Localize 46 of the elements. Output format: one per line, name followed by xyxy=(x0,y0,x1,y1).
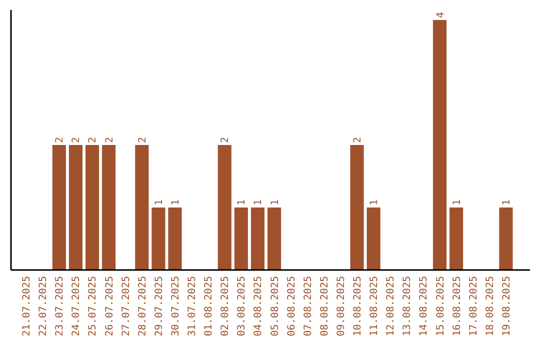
x-tick-label: 16.08.2025 xyxy=(452,276,463,336)
x-tick-label: 05.08.2025 xyxy=(270,276,281,336)
x-tick-label: 18.08.2025 xyxy=(484,276,496,336)
x-tick-label: 07.08.2025 xyxy=(302,276,314,336)
data-label: 2 xyxy=(54,136,66,143)
x-tick-label: 29.07.2025 xyxy=(154,276,165,336)
data-label: 2 xyxy=(88,136,99,143)
x-tick-label: 21.07.2025 xyxy=(22,276,33,336)
x-tick-label: 12.08.2025 xyxy=(386,276,397,336)
data-label: 1 xyxy=(270,199,281,206)
x-tick-label: 04.08.2025 xyxy=(253,276,264,336)
x-tick-label: 30.07.2025 xyxy=(170,276,182,336)
x-tick-label: 13.08.2025 xyxy=(402,276,414,336)
data-label: 2 xyxy=(104,136,116,143)
x-tick-label: 01.08.2025 xyxy=(204,276,215,336)
x-tick-label: 19.08.2025 xyxy=(501,276,512,336)
data-label: 1 xyxy=(170,199,182,206)
x-tick-label: 14.08.2025 xyxy=(418,276,430,336)
x-tick-label: 11.08.2025 xyxy=(369,276,380,336)
x-tick-label: 31.07.2025 xyxy=(187,276,198,336)
x-tick-label: 28.07.2025 xyxy=(137,276,148,336)
data-label: 1 xyxy=(452,199,463,206)
data-label: 1 xyxy=(369,199,380,206)
x-tick-label: 24.07.2025 xyxy=(71,276,82,336)
data-label: 1 xyxy=(154,199,165,206)
data-label: 2 xyxy=(137,136,148,143)
data-label: 1 xyxy=(236,199,248,206)
data-label: 2 xyxy=(352,136,364,143)
x-tick-label: 25.07.2025 xyxy=(88,276,99,336)
x-tick-label: 03.08.2025 xyxy=(236,276,248,336)
data-label: 2 xyxy=(220,136,232,143)
x-tick-label: 09.08.2025 xyxy=(336,276,347,336)
x-tick-label: 17.08.2025 xyxy=(468,276,480,336)
x-tick-label: 10.08.2025 xyxy=(352,276,364,336)
data-label: 2 xyxy=(71,136,82,143)
data-label: 1 xyxy=(501,199,512,206)
x-tick-label: 15.08.2025 xyxy=(435,276,446,336)
x-tick-label: 08.08.2025 xyxy=(319,276,330,336)
x-tick-label: 26.07.2025 xyxy=(104,276,116,336)
x-tick-label: 23.07.2025 xyxy=(54,276,66,336)
x-tick-label: 22.07.2025 xyxy=(38,276,50,336)
x-tick-label: 06.08.2025 xyxy=(286,276,298,336)
data-label: 4 xyxy=(435,12,446,18)
x-tick-label: 27.07.2025 xyxy=(120,276,132,336)
data-label: 1 xyxy=(253,199,264,206)
x-tick-label: 02.08.2025 xyxy=(220,276,232,336)
